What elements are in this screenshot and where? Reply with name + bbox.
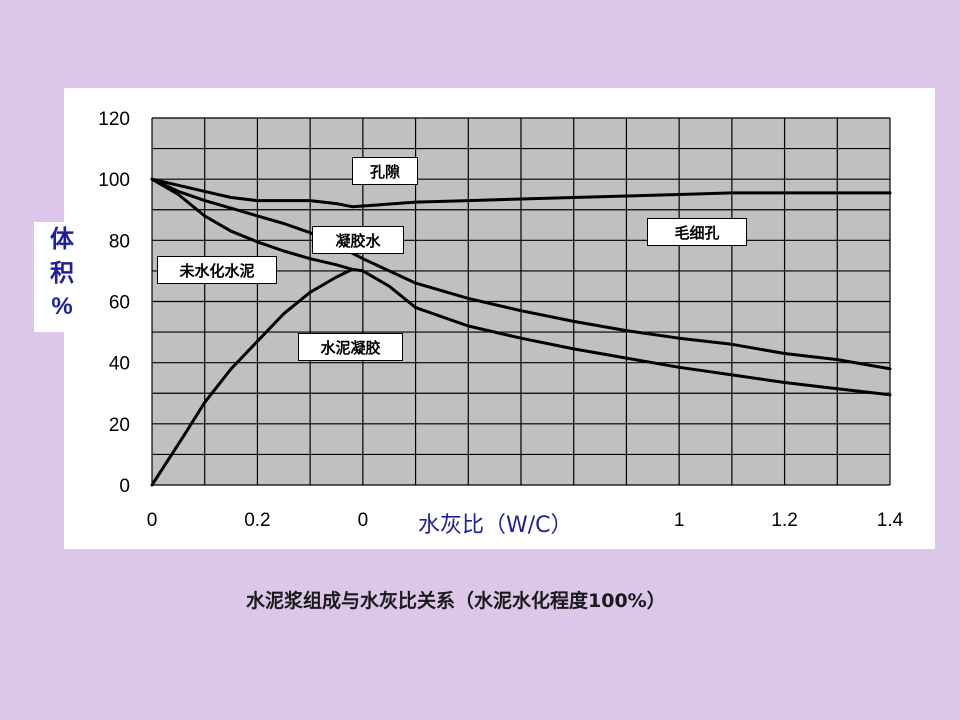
annotation-unhydrated-cement: 未水化水泥: [157, 256, 277, 284]
x-tick-label: 0: [358, 510, 369, 531]
y-axis-label-char-3: %: [51, 293, 73, 320]
annotation-gel-water: 凝胶水: [312, 226, 404, 254]
annotation-capillary: 毛细孔: [647, 218, 747, 246]
y-tick-label: 60: [109, 293, 130, 314]
annotation-pore: 孔隙: [352, 157, 418, 185]
y-tick-label: 20: [109, 415, 130, 436]
x-tick-label: 0: [147, 510, 158, 531]
y-axis-label-char-1: 体: [50, 225, 74, 253]
chart-caption: 水泥浆组成与水灰比关系（水泥水化程度100%）: [246, 590, 666, 612]
y-tick-label: 0: [119, 476, 130, 497]
grid-layer: [151, 117, 891, 486]
y-tick-label: 80: [109, 231, 130, 252]
chart-svg: 0 0.2 0 1 1.2 1.4 0 20 40 60 80 100 120: [98, 109, 904, 531]
chart-panel: 0 0.2 0 1 1.2 1.4 0 20 40 60 80 100 120: [64, 88, 935, 549]
annotation-cement-gel: 水泥凝胶: [298, 333, 403, 361]
y-tick-layer: 0 20 40 60 80 100 120: [98, 109, 130, 497]
x-tick-label: 1.4: [877, 510, 904, 531]
series-line-4: [150, 267, 354, 487]
y-axis-label: 体 积 %: [34, 222, 90, 332]
y-axis-label-char-2: 积: [50, 259, 74, 287]
series-line-3: [150, 177, 892, 397]
y-tick-label: 100: [98, 170, 130, 191]
x-tick-label: 1: [674, 510, 685, 531]
x-tick-label: 0.2: [244, 510, 270, 531]
x-tick-label: 1.2: [771, 510, 797, 531]
series-layer: [150, 177, 892, 487]
y-tick-label: 40: [109, 354, 130, 375]
x-tick-layer: 0 0.2 0 1 1.2 1.4: [147, 510, 904, 531]
x-axis-label: 水灰比（W/C）: [418, 513, 573, 538]
y-tick-label: 120: [98, 109, 130, 130]
series-line-2: [150, 177, 892, 371]
series-line-1: [150, 177, 892, 209]
